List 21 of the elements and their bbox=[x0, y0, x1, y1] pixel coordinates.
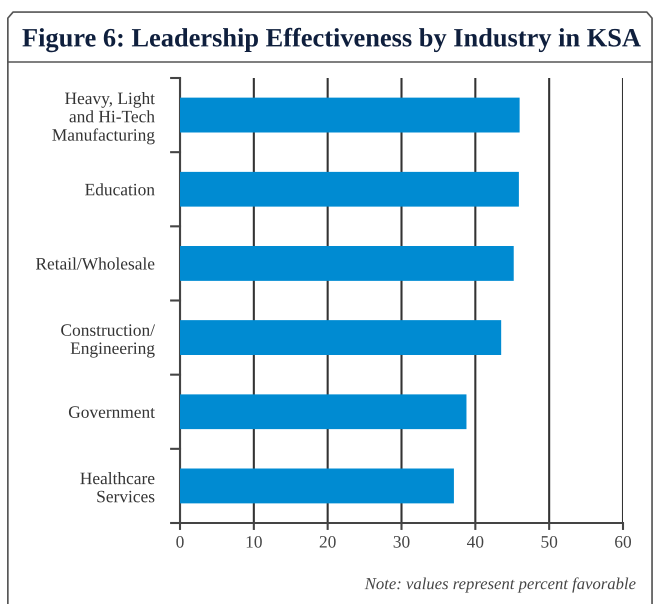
x-tick-label: 20 bbox=[320, 536, 336, 548]
bar bbox=[180, 394, 466, 430]
x-tick-label: 50 bbox=[541, 536, 558, 548]
x-tick-label: 10 bbox=[246, 536, 262, 548]
y-tick-label: Retail/Wholesale bbox=[36, 257, 154, 270]
bar bbox=[180, 172, 519, 207]
bar bbox=[180, 246, 514, 281]
x-tick-label: 30 bbox=[394, 536, 410, 548]
y-tick-label: Healthcare Services bbox=[80, 472, 154, 502]
text: Note: values represent percent favorable bbox=[364, 577, 636, 593]
bar bbox=[180, 320, 502, 356]
x-tick-label: 60 bbox=[615, 536, 632, 548]
bar bbox=[180, 468, 454, 504]
x-tick-label: 40 bbox=[466, 536, 484, 548]
x-tick-label: 0 bbox=[176, 536, 184, 548]
chart-title: Figure 6: Leadership Effectiveness by Industry in KSA bbox=[22, 28, 641, 52]
y-tick-label: Education bbox=[85, 183, 155, 196]
y-tick-label: Construction/ Engineering bbox=[61, 324, 155, 358]
y-tick-label: Government bbox=[68, 406, 155, 418]
y-tick-label: Heavy, Light and Hi-Tech Manufacturing bbox=[52, 92, 155, 144]
bar bbox=[180, 98, 520, 133]
